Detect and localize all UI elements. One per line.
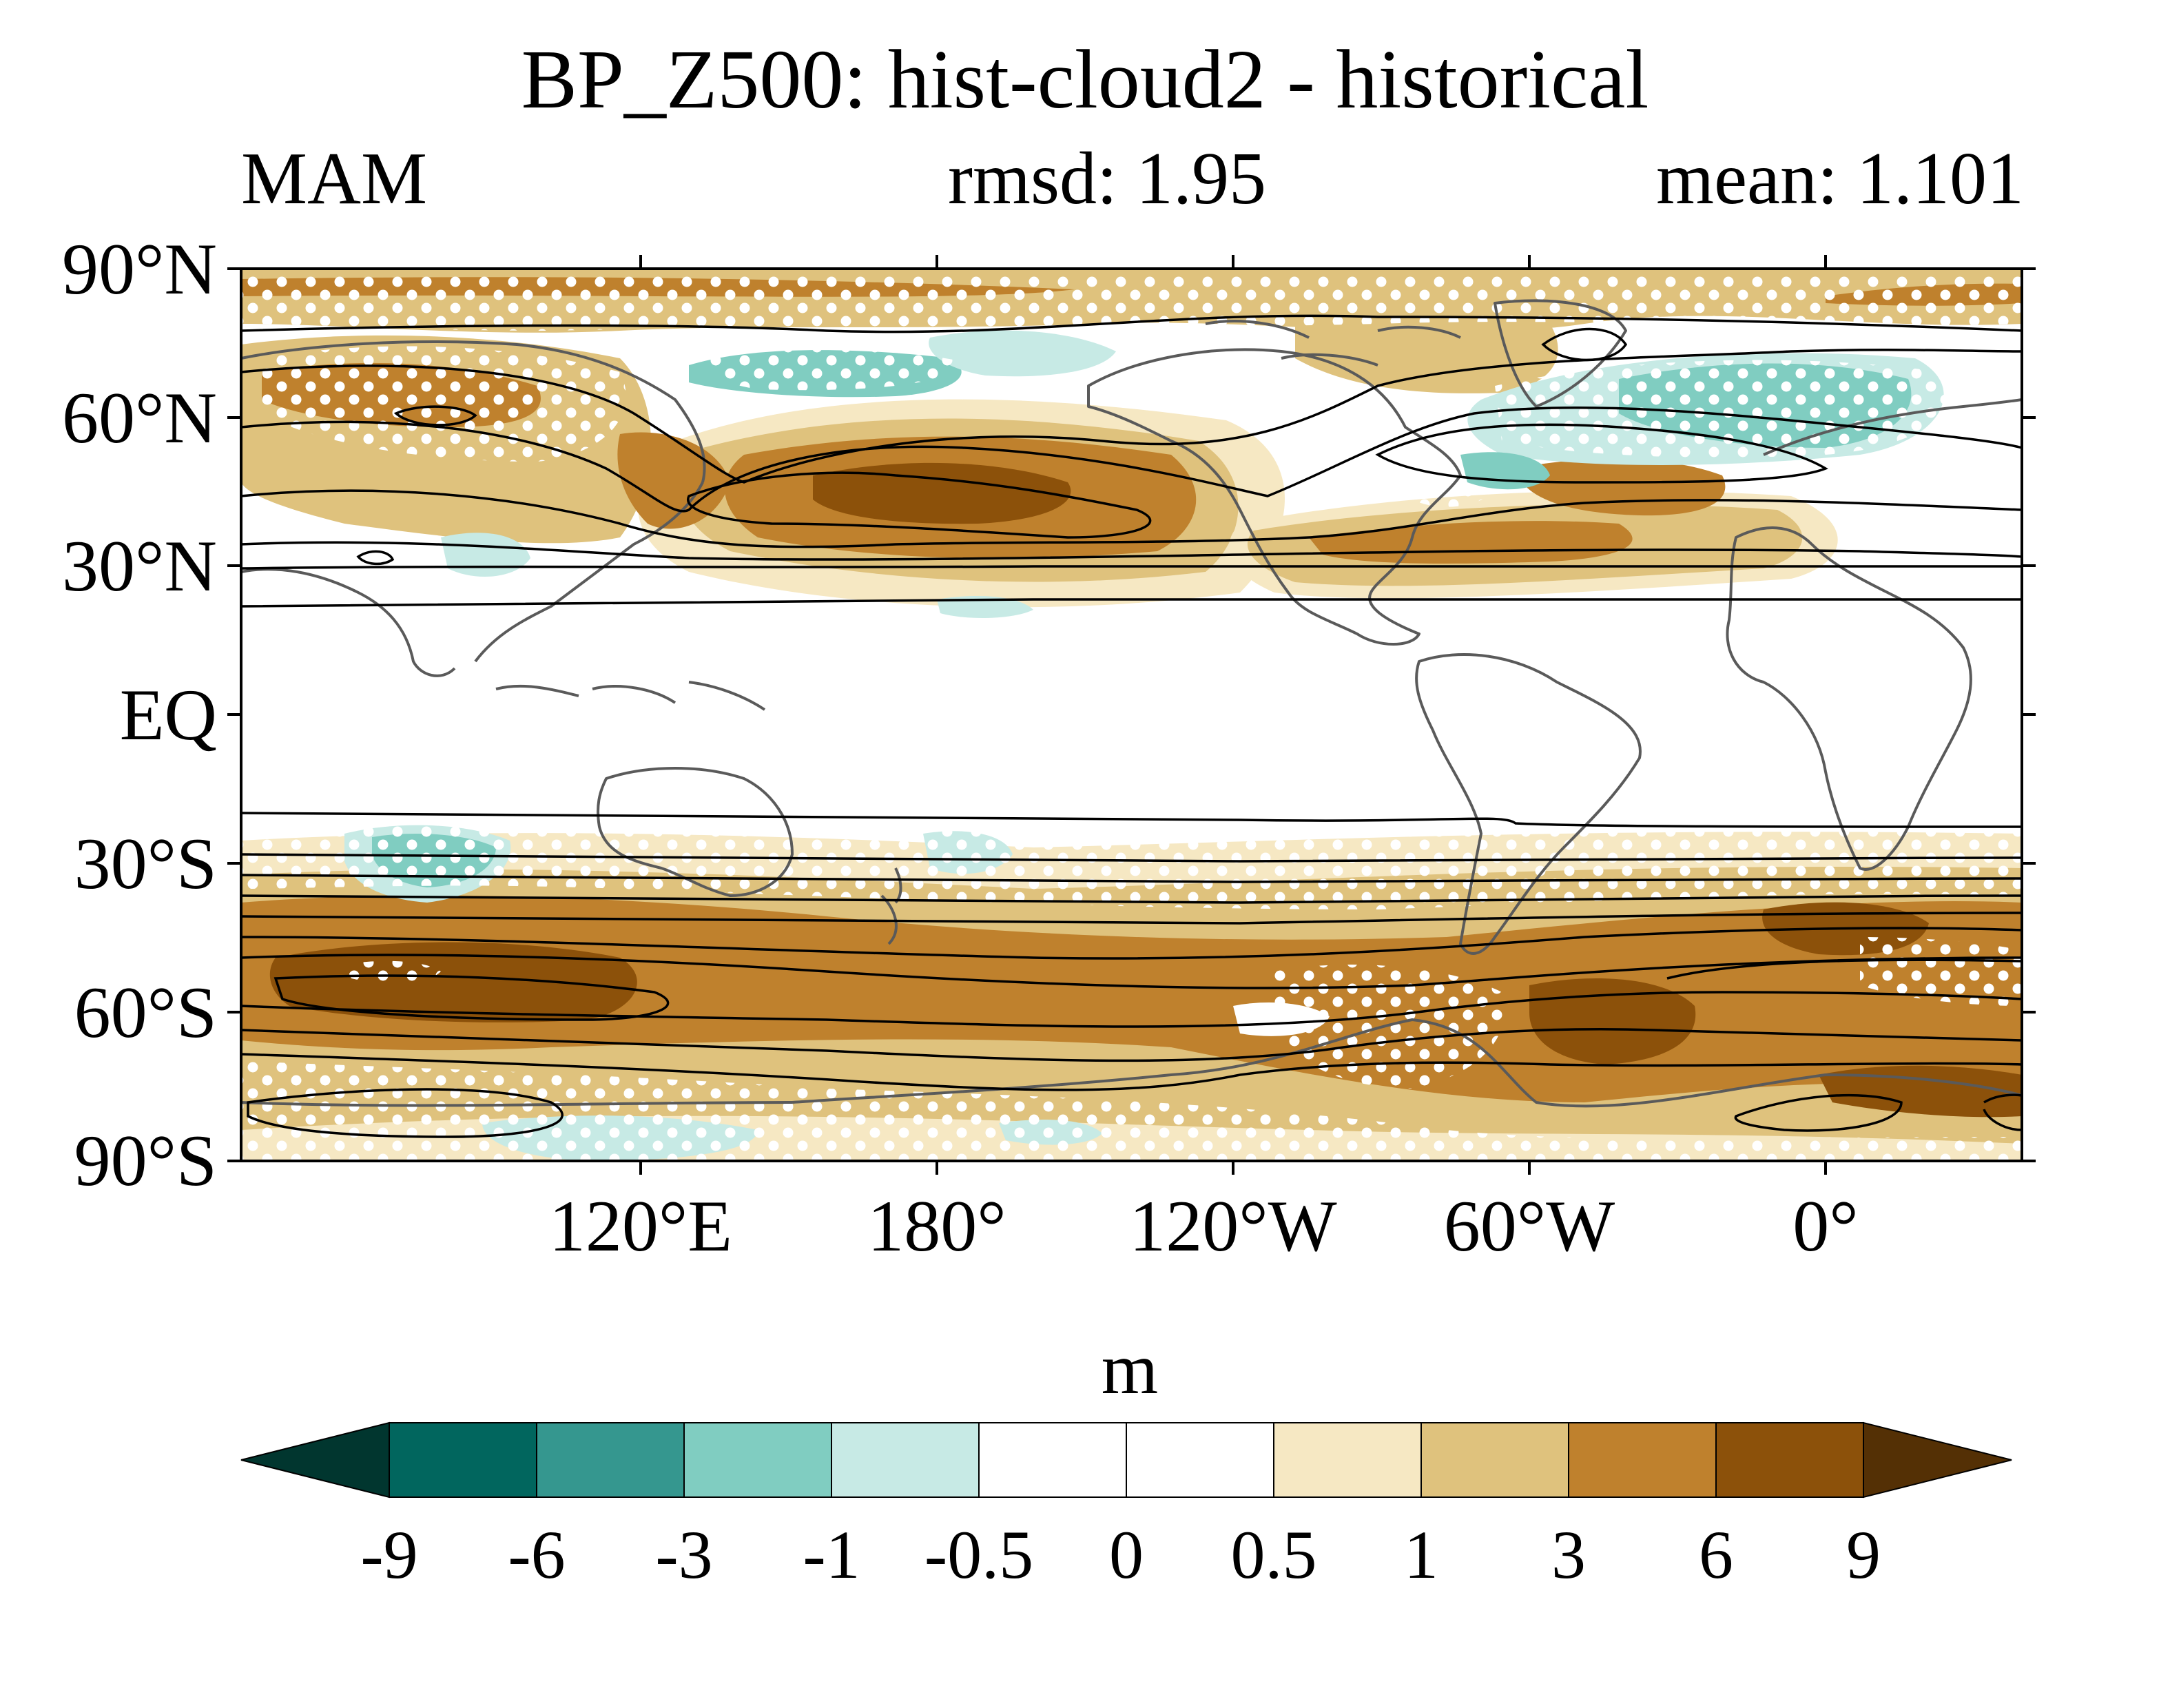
lat-label: 60°S: [74, 972, 217, 1053]
colorbar-tick-label: 3: [1551, 1516, 1586, 1593]
colorbar-tick-label: 0: [1109, 1516, 1144, 1593]
colorbar-units-label: m: [1102, 1328, 1158, 1409]
coast-arctic-islands: [1205, 320, 1461, 367]
colorbar-extend-low: [240, 1421, 390, 1499]
coast-asia-east: [241, 482, 704, 677]
lon-label: 0°: [1792, 1186, 1858, 1266]
colorbar-extend-high: [1863, 1421, 2012, 1499]
coast-eurasia-north: [241, 340, 2022, 483]
lat-label: 90°S: [74, 1120, 217, 1201]
shade-neg-trop2: [937, 596, 1033, 618]
coast-south-america: [1415, 653, 1642, 955]
colorbar-tick-label: -6: [508, 1516, 565, 1593]
colorbar-tick-label: -1: [803, 1516, 860, 1593]
colorbar-cell: [831, 1422, 980, 1498]
lon-label: 120°E: [549, 1186, 732, 1266]
colorbar-tick-label: 1: [1404, 1516, 1438, 1593]
longitude-labels: 120°E 180° 120°W 60°W 0°: [549, 1186, 1859, 1266]
shade-sh-dark4: [1819, 1065, 2022, 1118]
colorbar-cell: [536, 1422, 685, 1498]
colorbar-tick-label: 9: [1846, 1516, 1881, 1593]
colorbar-cell: [1420, 1422, 1569, 1498]
colorbar-tick-label: 6: [1699, 1516, 1733, 1593]
season-label: MAM: [241, 138, 428, 220]
lat-label: 30°S: [74, 823, 217, 904]
coast-australia: [597, 767, 794, 897]
colorbar-tick-labels: -9 -6 -3 -1 -0.5 0 0.5 1 3 6 9: [360, 1516, 1881, 1593]
lat-label: 60°N: [62, 378, 217, 458]
lon-label: 180°: [867, 1186, 1006, 1266]
colorbar-cell: [978, 1422, 1127, 1498]
lat-label: EQ: [120, 675, 217, 755]
latitude-labels: 90°N 60°N 30°N EQ 30°S 60°S 90°S: [62, 229, 217, 1201]
colorbar-tick-label: 0.5: [1231, 1516, 1317, 1593]
colorbar-cell: [389, 1422, 537, 1498]
colorbar-cell: [1273, 1422, 1422, 1498]
shade-npac-dark: [813, 462, 1071, 524]
rmsd-label: rmsd: 1.95: [948, 138, 1267, 220]
colorbar-cells: [240, 1421, 2012, 1499]
figure-title: BP_Z500: hist-cloud2 - historical: [521, 33, 1649, 126]
colorbar-tick-label: -9: [360, 1516, 417, 1593]
coast-greenland: [1494, 299, 1627, 408]
shade-sh-dark1: [269, 942, 637, 1022]
colorbar-tick-label: -3: [655, 1516, 712, 1593]
shade-neg-npac2: [929, 330, 1116, 377]
lat-label: 30°N: [62, 526, 217, 606]
shade-sh-dark2: [1529, 978, 1696, 1064]
map-panel: 90°N 60°N 30°N EQ 30°S 60°S 90°S 120°E 1…: [62, 229, 2036, 1266]
lat-label: 90°N: [62, 229, 217, 309]
axis-ticks: [227, 255, 2036, 1175]
colorbar: m -9 -6 -3 -1 -0.5 0 0.5 1 3 6 9: [240, 1328, 2012, 1593]
colorbar-cell: [1126, 1422, 1274, 1498]
colorbar-tick-label: -0.5: [924, 1516, 1033, 1593]
colorbar-cell: [1715, 1422, 1864, 1498]
mean-label: mean: 1.101: [1656, 138, 2024, 220]
colorbar-cell: [683, 1422, 832, 1498]
coast-maritime: [495, 681, 766, 711]
lon-label: 60°W: [1444, 1186, 1615, 1266]
coast-antarctica: [241, 1018, 2022, 1108]
lon-label: 120°W: [1129, 1186, 1336, 1266]
colorbar-cell: [1568, 1422, 1717, 1498]
